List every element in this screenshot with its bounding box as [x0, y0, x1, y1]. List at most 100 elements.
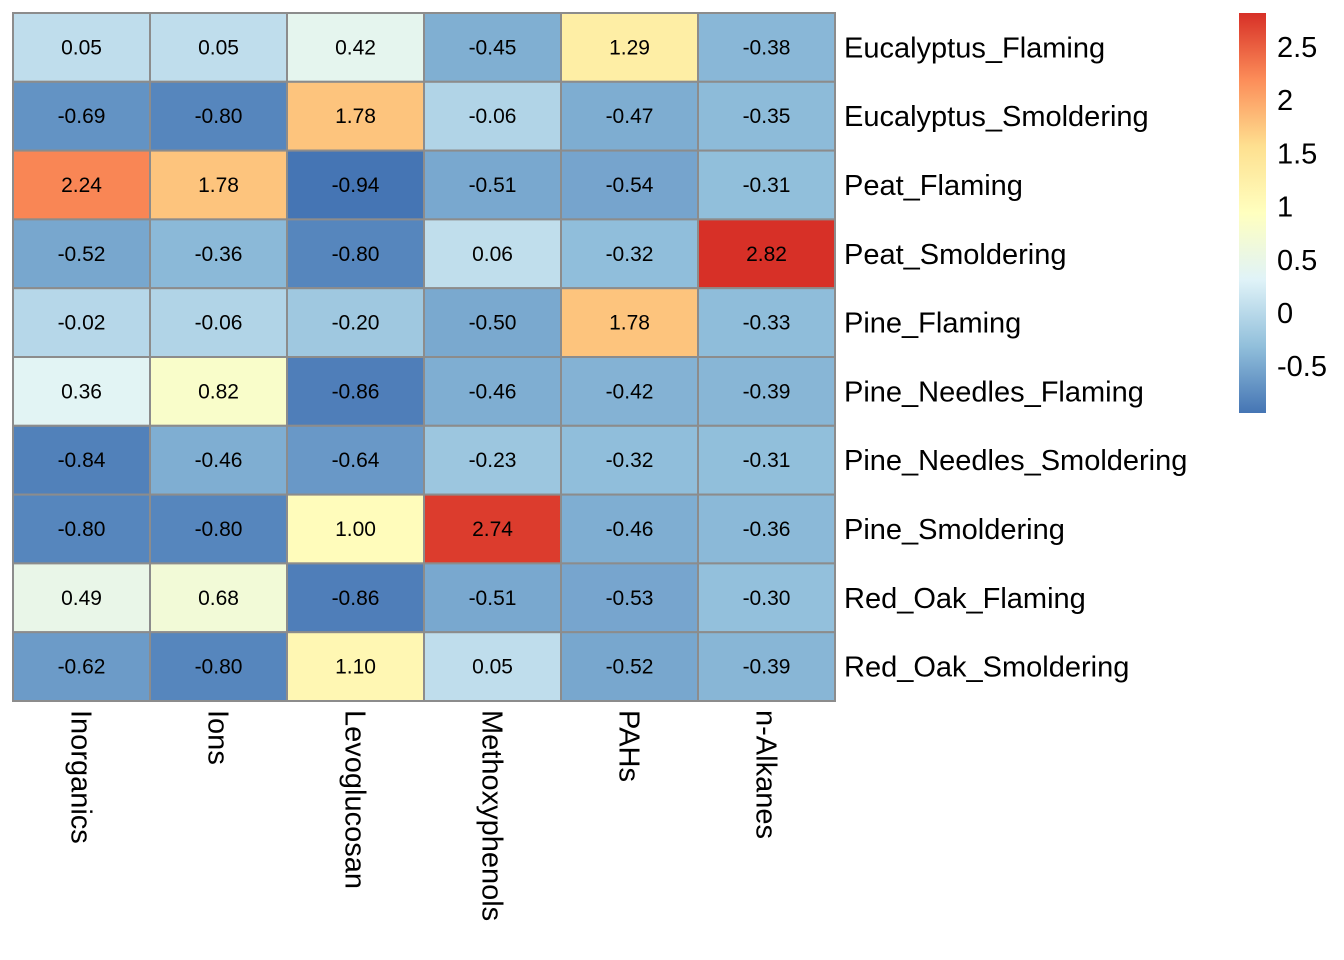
cell-value-label: -0.51	[469, 587, 517, 610]
cell-value-label: -0.45	[469, 36, 517, 59]
heatmap-cell	[697, 562, 836, 634]
heatmap-cell	[560, 562, 699, 634]
cell-value-label: -0.39	[743, 380, 791, 403]
heatmap-cell	[697, 631, 836, 703]
cell-value-label: -0.80	[58, 518, 106, 541]
cell-value-label: -0.06	[195, 312, 243, 335]
cell-value-label: -0.47	[606, 105, 654, 128]
legend-tick-label: 1	[1277, 192, 1293, 224]
row-label: Pine_Flaming	[844, 308, 1021, 340]
cell-value-label: -0.86	[332, 380, 380, 403]
cell-value-label: -0.80	[195, 105, 243, 128]
cell-value-label: -0.32	[606, 449, 654, 472]
cell-value-label: 0.68	[198, 587, 239, 610]
heatmap-cell	[697, 80, 836, 152]
heatmap-cell	[423, 287, 562, 359]
heatmap-cell	[12, 631, 151, 703]
cell-value-label: -0.62	[58, 656, 106, 679]
cell-value-label: -0.38	[743, 36, 791, 59]
heatmap-cell	[697, 218, 836, 290]
cell-value-label: -0.86	[332, 587, 380, 610]
heatmap-cell	[286, 424, 425, 496]
legend-ticks: 2.5 2 1.5 1 0.5 0 -0.5	[1277, 32, 1327, 383]
cell-value-label: 2.24	[61, 174, 102, 197]
heatmap-cell	[149, 218, 288, 290]
legend-tick-label: 0	[1277, 298, 1293, 330]
heatmap-cell	[12, 493, 151, 565]
cell-value-label: -0.94	[332, 174, 380, 197]
cell-value-label: 0.05	[198, 36, 239, 59]
heatmap-cell	[560, 287, 699, 359]
heatmap-cell	[697, 12, 836, 83]
cell-value-label: 1.78	[609, 312, 650, 335]
cell-value-label: 0.49	[61, 587, 102, 610]
cell-value-label: -0.84	[58, 449, 106, 472]
color-legend: 2.5 2 1.5 1 0.5 0 -0.5	[1239, 13, 1327, 413]
cell-value-label: 1.29	[609, 36, 650, 59]
cell-value-label: -0.46	[195, 449, 243, 472]
cell-value-label: -0.36	[195, 243, 243, 266]
heatmap-cell	[697, 424, 836, 496]
cell-value-label: -0.23	[469, 449, 517, 472]
heatmap-cell	[12, 424, 151, 496]
heatmap-cell	[423, 493, 562, 565]
cell-value-label: 1.78	[198, 174, 239, 197]
cell-value-label: 1.78	[335, 105, 376, 128]
heatmap-cell	[149, 12, 288, 83]
row-labels: Eucalyptus_Flaming Eucalyptus_Smoldering P…	[844, 32, 1187, 683]
heatmap-cell	[149, 80, 288, 152]
heatmap-cell	[149, 562, 288, 634]
legend-color-bar	[1239, 13, 1266, 413]
heatmap-cell	[423, 218, 562, 290]
cell-value-label: -0.31	[743, 174, 791, 197]
column-label: n-Alkanes	[750, 710, 782, 839]
cell-value-label: -0.52	[58, 243, 106, 266]
cell-value-label: 0.82	[198, 380, 239, 403]
cell-value-label: -0.42	[606, 380, 654, 403]
column-label: Ions	[202, 710, 234, 765]
cell-value-label: -0.39	[743, 656, 791, 679]
row-label: Pine_Smoldering	[844, 514, 1065, 546]
cell-value-label: 0.36	[61, 380, 102, 403]
cell-value-label: -0.31	[743, 449, 791, 472]
cell-value-label: -0.54	[606, 174, 654, 197]
cell-value-label: -0.32	[606, 243, 654, 266]
cell-value-label: -0.36	[743, 518, 791, 541]
heatmap-cell	[149, 631, 288, 703]
row-label: Eucalyptus_Smoldering	[844, 101, 1149, 133]
heatmap-cell	[697, 356, 836, 427]
cell-value-label: -0.80	[332, 243, 380, 266]
heatmap-cell	[697, 287, 836, 359]
heatmap-cell	[12, 356, 151, 427]
column-label: Levoglucosan	[339, 710, 371, 889]
legend-tick-label: 1.5	[1277, 138, 1317, 170]
cell-value-label: -0.35	[743, 105, 791, 128]
row-label: Pine_Needles_Smoldering	[844, 445, 1187, 477]
cell-value-label: -0.06	[469, 105, 517, 128]
column-label: Inorganics	[65, 710, 97, 844]
heatmap-cell	[286, 493, 425, 565]
column-label: Methoxyphenols	[476, 710, 508, 921]
cell-value-label: -0.20	[332, 312, 380, 335]
heatmap-cell	[423, 80, 562, 152]
legend-tick-label: 0.5	[1277, 245, 1317, 277]
legend-tick-label: 2.5	[1277, 32, 1317, 64]
cell-value-label: 0.42	[335, 36, 376, 59]
cell-value-label: -0.02	[58, 312, 106, 335]
legend-tick-label: 2	[1277, 85, 1293, 117]
row-label: Red_Oak_Smoldering	[844, 652, 1129, 684]
row-label: Peat_Flaming	[844, 170, 1023, 202]
heatmap-cell	[423, 149, 562, 221]
cell-value-label: 1.00	[335, 518, 376, 541]
row-label: Red_Oak_Flaming	[844, 583, 1086, 615]
cell-value-label: -0.33	[743, 312, 791, 335]
cell-value-label: -0.46	[469, 380, 517, 403]
cell-value-label: 2.74	[472, 518, 513, 541]
row-label: Pine_Needles_Flaming	[844, 376, 1144, 408]
row-label: Eucalyptus_Flaming	[844, 32, 1105, 64]
heatmap-cell	[560, 631, 699, 703]
column-label: PAHs	[613, 710, 645, 782]
cell-value-label: -0.69	[58, 105, 106, 128]
cell-value-label: 0.06	[472, 243, 513, 266]
